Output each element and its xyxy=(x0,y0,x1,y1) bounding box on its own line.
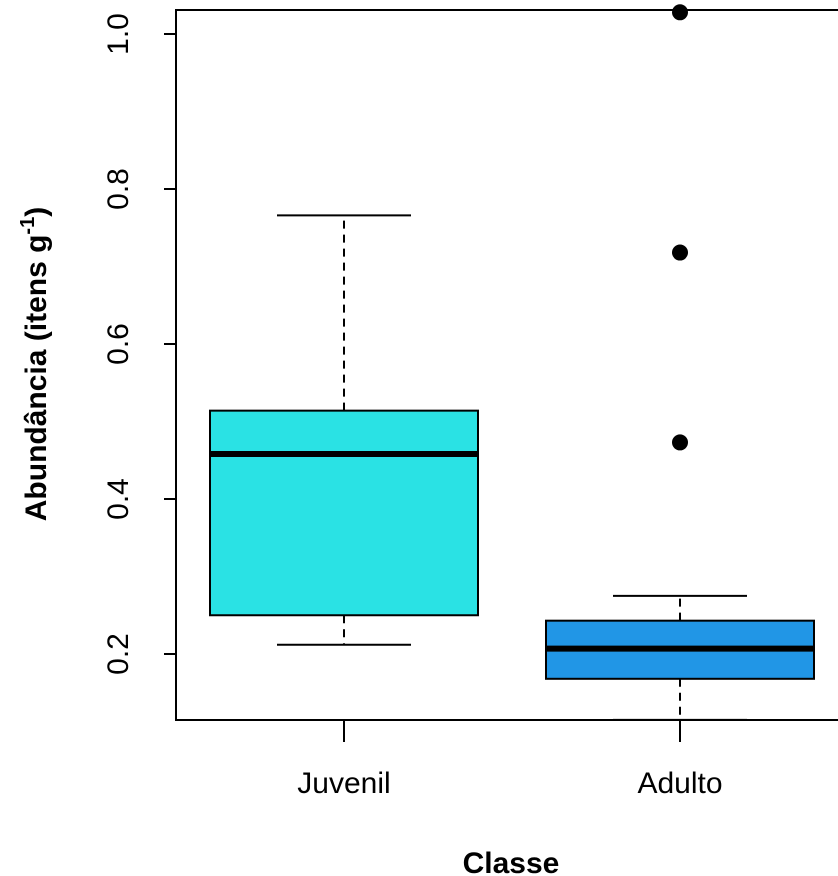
x-tick-label: Adulto xyxy=(637,767,722,800)
outlier-point xyxy=(672,244,688,261)
plot-border xyxy=(175,9,838,721)
y-axis-title-main: Abundância (itens g xyxy=(20,235,53,522)
x-axis-title: Classe xyxy=(463,847,560,876)
y-tick-label: 0.8 xyxy=(102,168,135,210)
y-tick-label: 1.0 xyxy=(102,13,135,55)
iqr-box xyxy=(209,409,479,617)
x-axis: Juvenil Adulto xyxy=(297,720,723,800)
x-tick-label: Juvenil xyxy=(297,767,390,800)
y-axis-title-superscript: -1 xyxy=(17,217,39,235)
boxes xyxy=(209,4,815,721)
y-tick-label: 0.6 xyxy=(102,323,135,365)
y-axis-title-end: ) xyxy=(20,207,53,217)
outlier-point xyxy=(672,434,688,451)
box-juvenil xyxy=(209,214,479,646)
y-axis-title: Abundância (itens g-1) xyxy=(17,207,53,521)
box-adulto xyxy=(545,4,815,721)
y-tick-label: 0.2 xyxy=(102,633,135,675)
outlier-point xyxy=(672,4,688,21)
y-tick-label: 0.4 xyxy=(102,478,135,520)
y-axis: 0.2 0.4 0.6 0.8 1.0 xyxy=(102,13,176,675)
plot-frame xyxy=(175,9,838,721)
